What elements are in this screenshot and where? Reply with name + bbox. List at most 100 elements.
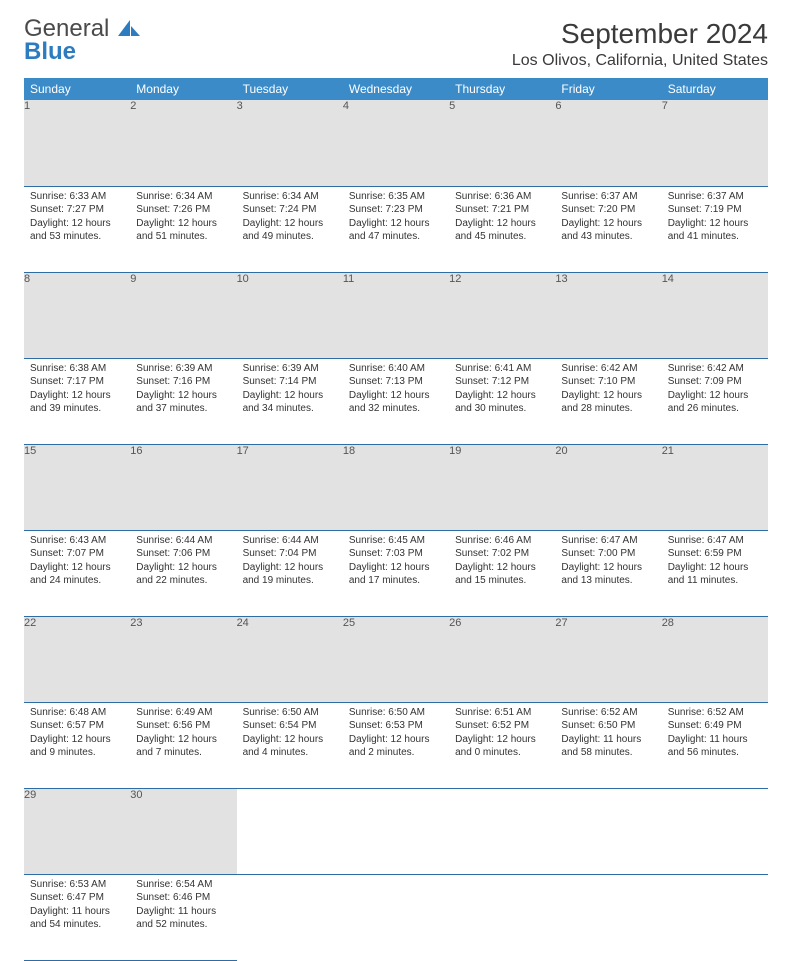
day-content: Sunrise: 6:44 AMSunset: 7:04 PMDaylight:… [237, 531, 343, 592]
day-cell: Sunrise: 6:50 AMSunset: 6:53 PMDaylight:… [343, 702, 449, 788]
day-cell [237, 874, 343, 960]
day-content: Sunrise: 6:33 AMSunset: 7:27 PMDaylight:… [24, 187, 130, 248]
day-cell: Sunrise: 6:53 AMSunset: 6:47 PMDaylight:… [24, 874, 130, 960]
day-content: Sunrise: 6:38 AMSunset: 7:17 PMDaylight:… [24, 359, 130, 420]
day-number: 3 [237, 100, 343, 186]
day-content: Sunrise: 6:39 AMSunset: 7:14 PMDaylight:… [237, 359, 343, 420]
weekday-header: Monday [130, 78, 236, 100]
day-number: 15 [24, 444, 130, 530]
day-content: Sunrise: 6:35 AMSunset: 7:23 PMDaylight:… [343, 187, 449, 248]
day-cell: Sunrise: 6:43 AMSunset: 7:07 PMDaylight:… [24, 530, 130, 616]
day-number: 12 [449, 272, 555, 358]
day-cell: Sunrise: 6:34 AMSunset: 7:24 PMDaylight:… [237, 186, 343, 272]
day-number: 21 [662, 444, 768, 530]
weekday-header: Sunday [24, 78, 130, 100]
day-number: 10 [237, 272, 343, 358]
day-cell: Sunrise: 6:50 AMSunset: 6:54 PMDaylight:… [237, 702, 343, 788]
day-cell: Sunrise: 6:37 AMSunset: 7:19 PMDaylight:… [662, 186, 768, 272]
day-content: Sunrise: 6:45 AMSunset: 7:03 PMDaylight:… [343, 531, 449, 592]
title-block: September 2024 Los Olivos, California, U… [512, 18, 768, 70]
day-number [343, 788, 449, 874]
day-content: Sunrise: 6:42 AMSunset: 7:10 PMDaylight:… [555, 359, 661, 420]
day-content: Sunrise: 6:37 AMSunset: 7:20 PMDaylight:… [555, 187, 661, 248]
day-cell: Sunrise: 6:33 AMSunset: 7:27 PMDaylight:… [24, 186, 130, 272]
day-number: 1 [24, 100, 130, 186]
day-number: 29 [24, 788, 130, 874]
location: Los Olivos, California, United States [512, 52, 768, 70]
day-number: 7 [662, 100, 768, 186]
day-number: 6 [555, 100, 661, 186]
day-number: 9 [130, 272, 236, 358]
day-cell: Sunrise: 6:42 AMSunset: 7:10 PMDaylight:… [555, 358, 661, 444]
day-number: 13 [555, 272, 661, 358]
day-content: Sunrise: 6:51 AMSunset: 6:52 PMDaylight:… [449, 703, 555, 764]
day-number [662, 788, 768, 874]
day-number: 25 [343, 616, 449, 702]
day-cell: Sunrise: 6:44 AMSunset: 7:06 PMDaylight:… [130, 530, 236, 616]
day-content: Sunrise: 6:47 AMSunset: 6:59 PMDaylight:… [662, 531, 768, 592]
day-content: Sunrise: 6:50 AMSunset: 6:53 PMDaylight:… [343, 703, 449, 764]
day-number: 20 [555, 444, 661, 530]
day-content: Sunrise: 6:52 AMSunset: 6:49 PMDaylight:… [662, 703, 768, 764]
day-content: Sunrise: 6:39 AMSunset: 7:16 PMDaylight:… [130, 359, 236, 420]
weekday-header: Friday [555, 78, 661, 100]
day-cell: Sunrise: 6:54 AMSunset: 6:46 PMDaylight:… [130, 874, 236, 960]
day-cell [449, 874, 555, 960]
day-cell: Sunrise: 6:41 AMSunset: 7:12 PMDaylight:… [449, 358, 555, 444]
day-number: 28 [662, 616, 768, 702]
day-cell: Sunrise: 6:52 AMSunset: 6:49 PMDaylight:… [662, 702, 768, 788]
day-cell: Sunrise: 6:45 AMSunset: 7:03 PMDaylight:… [343, 530, 449, 616]
day-cell: Sunrise: 6:51 AMSunset: 6:52 PMDaylight:… [449, 702, 555, 788]
day-content: Sunrise: 6:40 AMSunset: 7:13 PMDaylight:… [343, 359, 449, 420]
day-content: Sunrise: 6:36 AMSunset: 7:21 PMDaylight:… [449, 187, 555, 248]
calendar-table: SundayMondayTuesdayWednesdayThursdayFrid… [24, 78, 768, 961]
weekday-header: Tuesday [237, 78, 343, 100]
calendar-head: SundayMondayTuesdayWednesdayThursdayFrid… [24, 78, 768, 100]
weekday-header: Saturday [662, 78, 768, 100]
day-number [449, 788, 555, 874]
day-cell [555, 874, 661, 960]
day-number: 19 [449, 444, 555, 530]
day-number: 22 [24, 616, 130, 702]
day-content: Sunrise: 6:42 AMSunset: 7:09 PMDaylight:… [662, 359, 768, 420]
day-content: Sunrise: 6:44 AMSunset: 7:06 PMDaylight:… [130, 531, 236, 592]
day-content: Sunrise: 6:48 AMSunset: 6:57 PMDaylight:… [24, 703, 130, 764]
day-cell: Sunrise: 6:39 AMSunset: 7:14 PMDaylight:… [237, 358, 343, 444]
day-content: Sunrise: 6:47 AMSunset: 7:00 PMDaylight:… [555, 531, 661, 592]
day-number: 14 [662, 272, 768, 358]
day-cell: Sunrise: 6:35 AMSunset: 7:23 PMDaylight:… [343, 186, 449, 272]
day-cell: Sunrise: 6:47 AMSunset: 7:00 PMDaylight:… [555, 530, 661, 616]
logo-accent: Blue [24, 38, 76, 65]
day-content: Sunrise: 6:34 AMSunset: 7:26 PMDaylight:… [130, 187, 236, 248]
day-number: 27 [555, 616, 661, 702]
day-cell [662, 874, 768, 960]
day-number: 17 [237, 444, 343, 530]
day-content: Sunrise: 6:37 AMSunset: 7:19 PMDaylight:… [662, 187, 768, 248]
page-title: September 2024 [512, 18, 768, 50]
day-number: 26 [449, 616, 555, 702]
day-content: Sunrise: 6:46 AMSunset: 7:02 PMDaylight:… [449, 531, 555, 592]
weekday-header: Thursday [449, 78, 555, 100]
day-number: 4 [343, 100, 449, 186]
day-cell: Sunrise: 6:47 AMSunset: 6:59 PMDaylight:… [662, 530, 768, 616]
day-number: 30 [130, 788, 236, 874]
day-content: Sunrise: 6:52 AMSunset: 6:50 PMDaylight:… [555, 703, 661, 764]
day-cell: Sunrise: 6:48 AMSunset: 6:57 PMDaylight:… [24, 702, 130, 788]
day-number [237, 788, 343, 874]
day-number: 16 [130, 444, 236, 530]
day-number: 5 [449, 100, 555, 186]
day-cell: Sunrise: 6:52 AMSunset: 6:50 PMDaylight:… [555, 702, 661, 788]
day-cell: Sunrise: 6:44 AMSunset: 7:04 PMDaylight:… [237, 530, 343, 616]
day-cell [343, 874, 449, 960]
day-content: Sunrise: 6:53 AMSunset: 6:47 PMDaylight:… [24, 875, 130, 936]
day-cell: Sunrise: 6:49 AMSunset: 6:56 PMDaylight:… [130, 702, 236, 788]
day-number [555, 788, 661, 874]
day-cell: Sunrise: 6:39 AMSunset: 7:16 PMDaylight:… [130, 358, 236, 444]
day-cell: Sunrise: 6:38 AMSunset: 7:17 PMDaylight:… [24, 358, 130, 444]
day-cell: Sunrise: 6:40 AMSunset: 7:13 PMDaylight:… [343, 358, 449, 444]
day-cell: Sunrise: 6:34 AMSunset: 7:26 PMDaylight:… [130, 186, 236, 272]
day-cell: Sunrise: 6:46 AMSunset: 7:02 PMDaylight:… [449, 530, 555, 616]
day-content: Sunrise: 6:34 AMSunset: 7:24 PMDaylight:… [237, 187, 343, 248]
header: General Blue September 2024 Los Olivos, … [24, 18, 768, 70]
day-content: Sunrise: 6:41 AMSunset: 7:12 PMDaylight:… [449, 359, 555, 420]
